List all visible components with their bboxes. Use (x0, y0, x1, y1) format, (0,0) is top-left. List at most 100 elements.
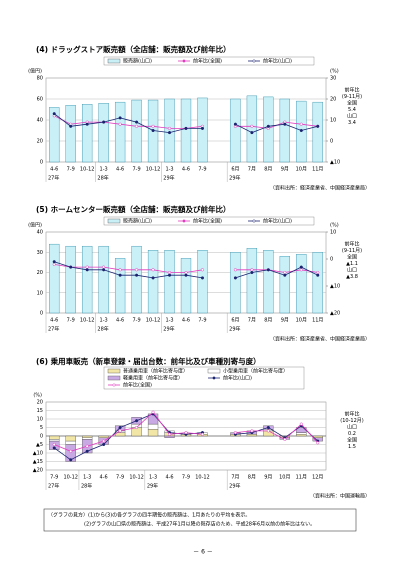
side-annotation: 前年比 (344, 241, 359, 248)
x-tick-label: 10-12 (80, 318, 95, 324)
y-tick-label: 30 (37, 250, 43, 256)
legend-marker (212, 376, 216, 380)
x-tick-label: 1-3 (100, 318, 108, 324)
legend-label: 軽乗用車（前年比寄与度） (123, 375, 183, 382)
x-tick-label: 4-6 (165, 475, 173, 481)
y2-tick-label: ▲10 (330, 284, 340, 290)
line-marker (200, 432, 205, 436)
x-tick-label: 10-12 (146, 318, 161, 324)
bar (114, 258, 126, 314)
bar (65, 444, 76, 462)
line-marker (69, 124, 73, 128)
bar (246, 247, 258, 314)
line-marker (151, 268, 155, 272)
line-marker (250, 429, 254, 433)
line-marker (184, 431, 188, 435)
line-marker (316, 273, 320, 277)
x-tick-label: 7-9 (133, 167, 141, 173)
year-label: 29年 (163, 326, 174, 333)
x-tick-label: 7-9 (198, 318, 206, 324)
x-tick-label: 7-9 (67, 167, 75, 173)
x-tick-label: 1-3 (165, 318, 173, 324)
legend-label: 前年比(山口) (223, 375, 252, 382)
line-marker (184, 126, 188, 130)
line-series (54, 261, 318, 279)
line-series (54, 411, 319, 452)
line-series (54, 264, 318, 273)
bar (49, 243, 60, 314)
line-marker (118, 268, 122, 272)
line-marker (118, 273, 122, 277)
bar (180, 258, 192, 314)
x-tick-label: 4-6 (50, 167, 58, 173)
y-tick-label: ▲5 (36, 442, 43, 448)
x-tick-label: 10月 (279, 475, 290, 481)
y-tick-label: 10 (37, 417, 43, 423)
side-annotation: 前年比 (344, 411, 359, 418)
y-tick-label: 40 (37, 118, 43, 124)
side-annotation: ▲1.1 (346, 261, 358, 267)
bar (312, 252, 323, 314)
line-marker (299, 122, 303, 126)
line-marker (184, 270, 188, 275)
line-marker (299, 265, 303, 269)
year-label: 28年 (97, 326, 108, 333)
legend-swatch (207, 368, 221, 374)
side-annotation: 0.2 (348, 431, 356, 437)
line-marker (283, 270, 287, 275)
bar (246, 95, 258, 163)
bar (49, 107, 60, 163)
bar (296, 254, 307, 314)
y-tick-label: ▲20 (33, 468, 43, 474)
line-marker (135, 425, 139, 430)
note: (2)グラフの山口県の販売額は、平成27年1月以降の既存店のため、平成28年6月… (84, 521, 315, 528)
line-marker (250, 124, 254, 128)
y2-tick-label: ▲10 (330, 160, 340, 166)
x-tick-label: 10-12 (195, 475, 210, 481)
legend-swatch (107, 218, 121, 224)
notes-box (43, 508, 357, 532)
line-marker (151, 128, 155, 133)
line-marker (118, 429, 122, 433)
x-tick-label: 10-12 (80, 167, 95, 173)
bar (147, 250, 159, 314)
chart-title: (5) ホームセンター販売額（全店舗：販売額及び前年比） (36, 204, 230, 214)
line-marker (316, 441, 320, 445)
legend-marker (182, 59, 186, 63)
bar (114, 101, 126, 163)
line-marker (283, 273, 287, 277)
legend-label: 販売額(山口) (123, 58, 152, 65)
bar (246, 434, 258, 437)
side-annotation: 山口 (347, 113, 357, 120)
x-tick-label: 1-3 (149, 475, 157, 481)
x-tick-label: 4-6 (182, 318, 190, 324)
line-marker (151, 124, 155, 128)
bar (296, 432, 307, 435)
line-marker (85, 449, 89, 453)
side-annotation: 山口 (347, 267, 357, 274)
legend-label: 前年比(山口) (263, 58, 292, 65)
x-tick-label: 6月 (231, 318, 239, 324)
line-marker (102, 268, 106, 272)
legend-marker (112, 383, 116, 387)
bar (164, 435, 175, 438)
line-marker (200, 276, 205, 280)
line-marker (135, 120, 139, 124)
bar (164, 250, 175, 314)
y-tick-label: 60 (37, 97, 43, 103)
bar (147, 429, 159, 437)
line-marker (52, 262, 56, 266)
line-marker (118, 116, 122, 120)
line-marker (167, 126, 172, 130)
x-tick-label: 1-3 (100, 167, 108, 173)
x-tick-label: 10-12 (129, 475, 144, 481)
line-marker (151, 410, 155, 414)
line-marker (85, 444, 89, 448)
side-annotation: (10-12月) (340, 418, 363, 424)
x-tick-label: 8月 (264, 318, 272, 324)
line-marker (283, 437, 287, 441)
year-label: 29年 (147, 483, 158, 490)
year-label: 29年 (229, 483, 240, 490)
side-annotation: 3.4 (348, 120, 356, 126)
x-tick-label: 1-3 (83, 475, 91, 481)
